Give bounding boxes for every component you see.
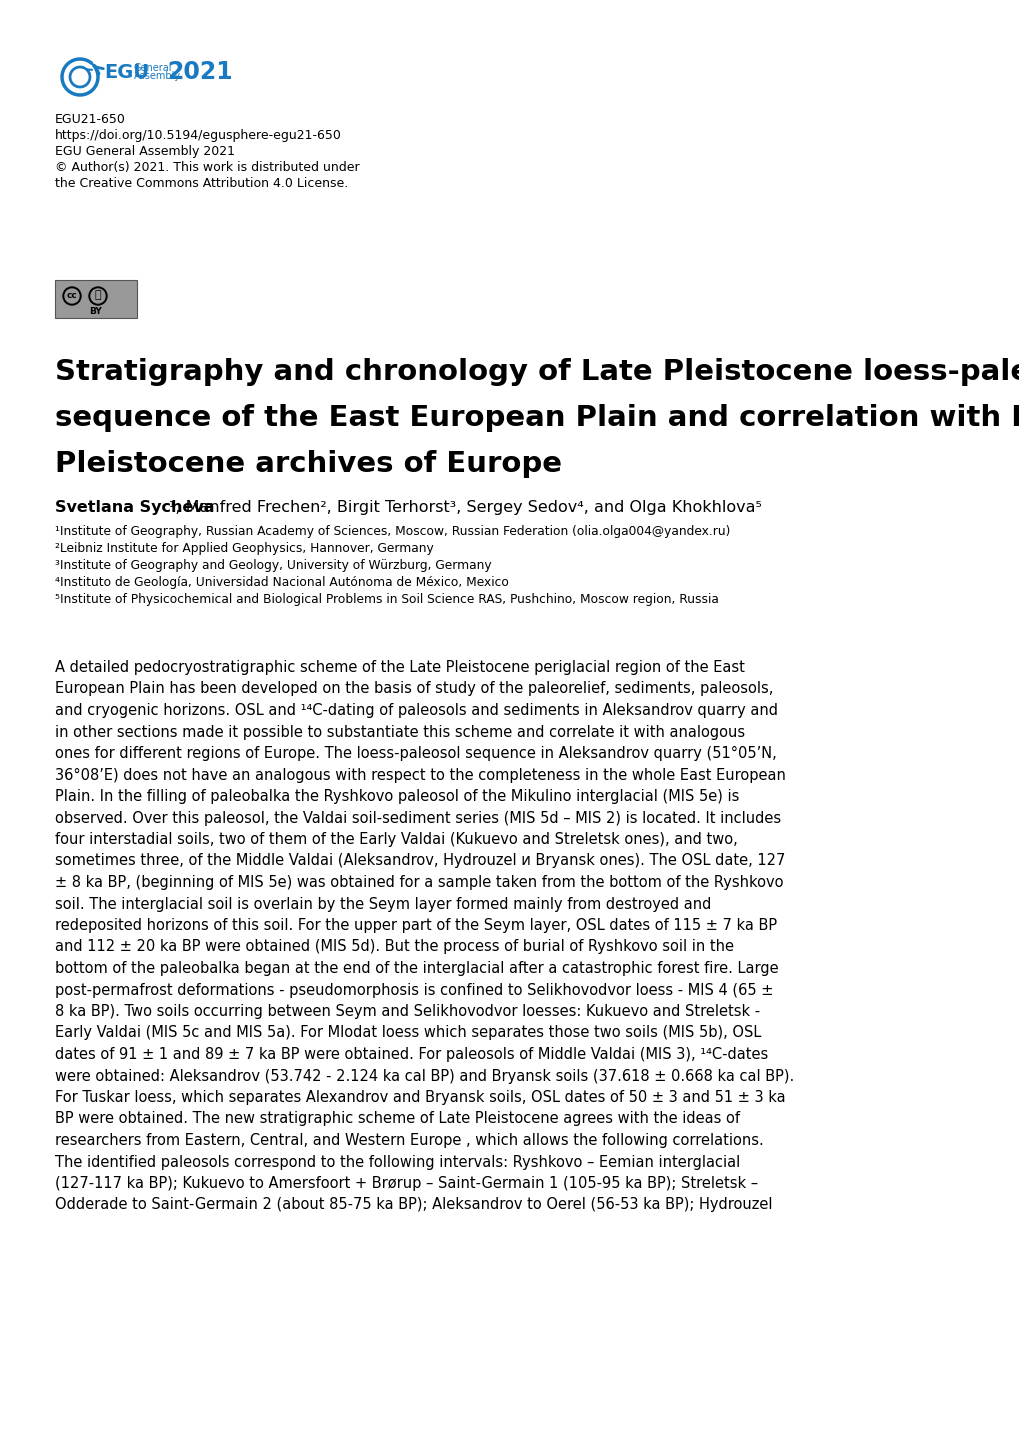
Text: A detailed pedocryostratigraphic scheme of the Late Pleistocene periglacial regi: A detailed pedocryostratigraphic scheme … bbox=[55, 660, 744, 675]
Text: ¹, Manfred Frechen², Birgit Terhorst³, Sergey Sedov⁴, and Olga Khokhlova⁵: ¹, Manfred Frechen², Birgit Terhorst³, S… bbox=[169, 500, 761, 515]
Text: sometimes three, of the Middle Valdai (Aleksandrov, Hydrouzel и Bryansk ones). T: sometimes three, of the Middle Valdai (A… bbox=[55, 854, 785, 868]
Text: BY: BY bbox=[90, 307, 102, 316]
Text: the Creative Commons Attribution 4.0 License.: the Creative Commons Attribution 4.0 Lic… bbox=[55, 177, 347, 190]
Text: Svetlana Sycheva: Svetlana Sycheva bbox=[55, 500, 214, 515]
Text: Assembly: Assembly bbox=[133, 71, 181, 81]
Text: ³Institute of Geography and Geology, University of Würzburg, Germany: ³Institute of Geography and Geology, Uni… bbox=[55, 559, 491, 572]
Text: researchers from Eastern, Central, and Western Europe , which allows the followi: researchers from Eastern, Central, and W… bbox=[55, 1133, 763, 1148]
Text: were obtained: Aleksandrov (53.742 - 2.124 ka cal BP) and Bryansk soils (37.618 : were obtained: Aleksandrov (53.742 - 2.1… bbox=[55, 1069, 794, 1083]
Text: 2021: 2021 bbox=[167, 61, 232, 84]
Text: dates of 91 ± 1 and 89 ± 7 ka BP were obtained. For paleosols of Middle Valdai (: dates of 91 ± 1 and 89 ± 7 ka BP were ob… bbox=[55, 1047, 767, 1061]
Text: cc: cc bbox=[66, 291, 77, 300]
Text: Pleistocene archives of Europe: Pleistocene archives of Europe bbox=[55, 450, 561, 477]
Text: observed. Over this paleosol, the Valdai soil-sediment series (MIS 5d – MIS 2) i: observed. Over this paleosol, the Valdai… bbox=[55, 810, 781, 825]
Text: The identified paleosols correspond to the following intervals: Ryshkovo – Eemia: The identified paleosols correspond to t… bbox=[55, 1155, 740, 1169]
Text: EGU: EGU bbox=[104, 62, 149, 82]
Text: ⓘ: ⓘ bbox=[95, 290, 101, 300]
Text: redeposited horizons of this soil. For the upper part of the Seym layer, OSL dat: redeposited horizons of this soil. For t… bbox=[55, 919, 776, 933]
Text: and cryogenic horizons. OSL and ¹⁴C-dating of paleosols and sediments in Aleksan: and cryogenic horizons. OSL and ¹⁴C-dati… bbox=[55, 704, 777, 718]
Text: Plain. In the filling of paleobalka the Ryshkovo paleosol of the Mikulino interg: Plain. In the filling of paleobalka the … bbox=[55, 789, 739, 805]
Text: and 112 ± 20 ka BP were obtained (MIS 5d). But the process of burial of Ryshkovo: and 112 ± 20 ka BP were obtained (MIS 5d… bbox=[55, 940, 734, 955]
Text: ones for different regions of Europe. The loess-paleosol sequence in Aleksandrov: ones for different regions of Europe. Th… bbox=[55, 746, 776, 761]
Text: ± 8 ka BP, (beginning of MIS 5e) was obtained for a sample taken from the bottom: ± 8 ka BP, (beginning of MIS 5e) was obt… bbox=[55, 875, 783, 890]
Text: ⁵Institute of Physicochemical and Biological Problems in Soil Science RAS, Pushc: ⁵Institute of Physicochemical and Biolog… bbox=[55, 593, 718, 606]
Text: European Plain has been developed on the basis of study of the paleorelief, sedi: European Plain has been developed on the… bbox=[55, 682, 772, 696]
Text: sequence of the East European Plain and correlation with Late: sequence of the East European Plain and … bbox=[55, 404, 1019, 433]
Text: Early Valdai (MIS 5c and MIS 5a). For Mlodat loess which separates those two soi: Early Valdai (MIS 5c and MIS 5a). For Ml… bbox=[55, 1025, 760, 1041]
Text: in other sections made it possible to substantiate this scheme and correlate it : in other sections made it possible to su… bbox=[55, 724, 745, 740]
Circle shape bbox=[63, 287, 81, 306]
Text: https://doi.org/10.5194/egusphere-egu21-650: https://doi.org/10.5194/egusphere-egu21-… bbox=[55, 128, 341, 141]
Text: post-permafrost deformations - pseudomorphosis is confined to Selikhovodvor loes: post-permafrost deformations - pseudomor… bbox=[55, 982, 772, 998]
Text: © Author(s) 2021. This work is distributed under: © Author(s) 2021. This work is distribut… bbox=[55, 162, 360, 174]
Circle shape bbox=[65, 288, 78, 303]
Text: 8 ka BP). Two soils occurring between Seym and Selikhovodvor loesses: Kukuevo an: 8 ka BP). Two soils occurring between Se… bbox=[55, 1004, 759, 1019]
Text: four interstadial soils, two of them of the Early Valdai (Kukuevo and Streletsk : four interstadial soils, two of them of … bbox=[55, 832, 737, 846]
Text: Stratigraphy and chronology of Late Pleistocene loess-paleosol: Stratigraphy and chronology of Late Plei… bbox=[55, 358, 1019, 386]
Text: Odderade to Saint-Germain 2 (about 85-75 ka BP); Aleksandrov to Oerel (56-53 ka : Odderade to Saint-Germain 2 (about 85-75… bbox=[55, 1197, 771, 1213]
Text: For Tuskar loess, which separates Alexandrov and Bryansk soils, OSL dates of 50 : For Tuskar loess, which separates Alexan… bbox=[55, 1090, 785, 1105]
Text: 36°08’E) does not have an analogous with respect to the completeness in the whol: 36°08’E) does not have an analogous with… bbox=[55, 767, 785, 783]
Text: (127-117 ka BP); Kukuevo to Amersfoort + Brørup – Saint-Germain 1 (105-95 ka BP): (127-117 ka BP); Kukuevo to Amersfoort +… bbox=[55, 1177, 757, 1191]
Circle shape bbox=[91, 288, 105, 303]
Text: ¹Institute of Geography, Russian Academy of Sciences, Moscow, Russian Federation: ¹Institute of Geography, Russian Academy… bbox=[55, 525, 730, 538]
Text: EGU General Assembly 2021: EGU General Assembly 2021 bbox=[55, 146, 234, 159]
Text: bottom of the paleobalka began at the end of the interglacial after a catastroph: bottom of the paleobalka began at the en… bbox=[55, 960, 777, 976]
Text: General: General bbox=[133, 63, 172, 74]
Text: soil. The interglacial soil is overlain by the Seym layer formed mainly from des: soil. The interglacial soil is overlain … bbox=[55, 897, 710, 911]
Text: ²Leibniz Institute for Applied Geophysics, Hannover, Germany: ²Leibniz Institute for Applied Geophysic… bbox=[55, 542, 433, 555]
Text: BP were obtained. The new stratigraphic scheme of Late Pleistocene agrees with t: BP were obtained. The new stratigraphic … bbox=[55, 1112, 739, 1126]
Circle shape bbox=[89, 287, 107, 306]
Text: EGU21-650: EGU21-650 bbox=[55, 112, 125, 125]
Text: ⁴Instituto de Geología, Universidad Nacional Autónoma de México, Mexico: ⁴Instituto de Geología, Universidad Naci… bbox=[55, 575, 508, 588]
FancyBboxPatch shape bbox=[55, 280, 137, 319]
